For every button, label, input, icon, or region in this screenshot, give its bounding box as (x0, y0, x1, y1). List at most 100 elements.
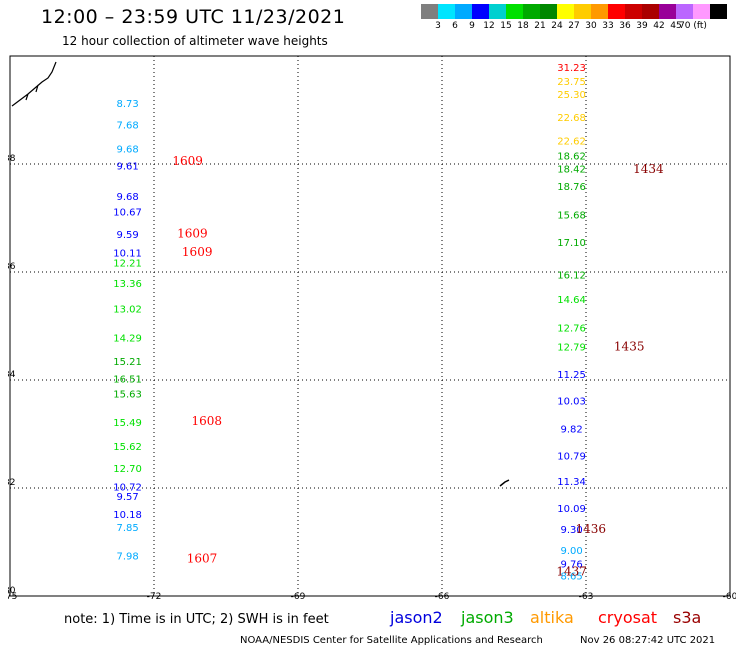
legend-swatch (574, 4, 591, 19)
wave-height-value: 8.65 (560, 571, 582, 582)
legend-label: 3 (435, 21, 441, 31)
wave-height-value: 10.09 (557, 504, 586, 515)
coastline-outline (11, 61, 57, 107)
pass-time-label: 1609 (177, 226, 208, 240)
wave-height-value: 15.49 (113, 418, 142, 429)
legend-label: 45 (670, 21, 682, 31)
wave-height-value: 22.68 (557, 113, 586, 124)
legend-label: 24 (551, 21, 563, 31)
wave-height-value: 10.18 (113, 510, 142, 521)
legend-swatch (506, 4, 523, 19)
wave-height-value: 31.23 (557, 63, 586, 74)
pass-time-label: 1609 (172, 154, 203, 168)
legend-swatch (625, 4, 642, 19)
wave-height-value: 7.68 (116, 120, 138, 131)
pass-time-label: 1437 (556, 564, 587, 578)
legend-swatch (608, 4, 625, 19)
wave-height-value: 22.62 (557, 137, 586, 148)
legend-swatch (472, 4, 489, 19)
legend-label: 12 (483, 21, 495, 31)
wave-height-value: 12.70 (113, 464, 142, 475)
wave-height-value: 9.30 (560, 525, 582, 536)
wave-height-value: 11.34 (557, 477, 586, 488)
longitude-tick-label: -66 (435, 592, 450, 602)
wave-height-value: 18.62 (557, 152, 586, 163)
wave-height-value: 15.68 (557, 211, 586, 222)
credit-text: NOAA/NESDIS Center for Satellite Applica… (240, 635, 543, 646)
legend-label: 36 (619, 21, 631, 31)
legend-swatch (659, 4, 676, 19)
legend-swatch (557, 4, 574, 19)
wave-height-value: 11.25 (557, 370, 586, 381)
legend-label: 33 (602, 21, 614, 31)
color-legend: 3 6 9 12 15 18 21 24 27 30 33 36 39 42 45 70 (ft) (421, 4, 727, 31)
legend-swatch (676, 4, 693, 19)
legend-swatch (455, 4, 472, 19)
legend-label: 30 (585, 21, 597, 31)
wave-height-value: 14.29 (113, 334, 142, 345)
wave-height-value: 9.00 (560, 546, 582, 557)
longitude-tick-label: -63 (579, 592, 594, 602)
wave-height-value: 7.98 (116, 551, 138, 562)
pass-time-label: 1436 (576, 522, 607, 536)
footer-note: note: 1) Time is in UTC; 2) SWH is in fe… (64, 612, 329, 627)
satellite-cryosat: cryosat (598, 608, 658, 627)
pass-time-label: 1607 (187, 552, 218, 566)
wave-height-value: 12.21 (113, 259, 142, 270)
legend-label: 6 (452, 21, 458, 31)
wave-height-value: 23.75 (557, 77, 586, 88)
wave-height-value: 10.72 (113, 483, 142, 494)
wave-height-value: 9.76 (560, 559, 582, 570)
wave-height-value: 18.42 (557, 165, 586, 176)
wave-height-value: 16.51 (113, 375, 142, 386)
legend-swatch (693, 4, 710, 19)
pass-time-label: 1609 (182, 245, 213, 259)
legend-label: 15 (500, 21, 512, 31)
wave-height-value: 18.76 (557, 182, 586, 193)
wave-height-value: 9.61 (116, 161, 138, 172)
wave-height-value: 9.82 (560, 424, 582, 435)
wave-height-value: 9.68 (116, 192, 138, 203)
wave-height-value: 10.67 (113, 207, 142, 218)
wave-height-value: 7.85 (116, 523, 138, 534)
latitude-tick-label: 40 (8, 54, 16, 56)
legend-swatch (438, 4, 455, 19)
wave-height-value: 13.02 (113, 305, 142, 316)
wave-height-value: 16.12 (557, 270, 586, 281)
pass-time-label: 1435 (614, 339, 645, 353)
legend-label: 21 (534, 21, 546, 31)
wave-height-value: 25.30 (557, 90, 586, 101)
legend-swatch (540, 4, 557, 19)
legend-label: 70 (ft) (679, 21, 707, 31)
legend-label: 18 (517, 21, 529, 31)
wave-height-value: 12.76 (557, 323, 586, 334)
pass-time-label: 1608 (192, 414, 223, 428)
wave-height-value: 13.36 (113, 279, 142, 290)
legend-swatches (421, 4, 727, 19)
map-title: 12:00 – 23:59 UTC 11/23/2021 (41, 6, 346, 28)
wave-height-value: 17.10 (557, 238, 586, 249)
wave-height-value: 9.68 (116, 145, 138, 156)
wave-height-value: 9.57 (116, 492, 138, 503)
latitude-tick-label: 36 (8, 262, 16, 272)
legend-label: 39 (636, 21, 648, 31)
longitude-tick-label: -72 (147, 592, 162, 602)
legend-swatch (591, 4, 608, 19)
wave-height-value: 9.59 (116, 230, 138, 241)
latitude-tick-label: 32 (8, 478, 15, 488)
legend-swatch (710, 4, 727, 19)
legend-swatch (489, 4, 506, 19)
legend-swatch (642, 4, 659, 19)
map-frame (9, 55, 731, 597)
wave-height-value: 10.11 (113, 248, 142, 259)
island-outline (499, 479, 510, 487)
longitude-tick-label: -69 (291, 592, 306, 602)
legend-swatch (523, 4, 540, 19)
satellite-altika: altika (530, 608, 574, 627)
wave-height-value: 15.21 (113, 357, 142, 368)
wave-height-value: 10.79 (557, 451, 586, 462)
wave-height-value: 10.03 (557, 396, 586, 407)
satellite-jason2: jason2 (390, 608, 443, 627)
legend-label: 27 (568, 21, 580, 31)
wave-height-value: 15.63 (113, 389, 142, 400)
